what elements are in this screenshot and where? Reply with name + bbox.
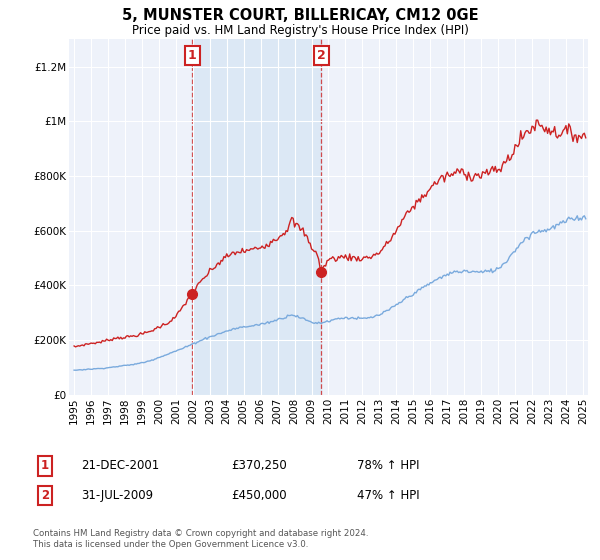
Text: Contains HM Land Registry data © Crown copyright and database right 2024.
This d: Contains HM Land Registry data © Crown c… bbox=[33, 529, 368, 549]
Bar bbox=[193, 39, 322, 395]
Text: 78% ↑ HPI: 78% ↑ HPI bbox=[357, 459, 419, 473]
Text: 1: 1 bbox=[188, 49, 197, 62]
Text: 1: 1 bbox=[41, 459, 49, 473]
Text: 21-DEC-2001: 21-DEC-2001 bbox=[81, 459, 159, 473]
Text: Price paid vs. HM Land Registry's House Price Index (HPI): Price paid vs. HM Land Registry's House … bbox=[131, 24, 469, 36]
Text: 31-JUL-2009: 31-JUL-2009 bbox=[81, 489, 153, 502]
Text: £450,000: £450,000 bbox=[231, 489, 287, 502]
Text: 2: 2 bbox=[41, 489, 49, 502]
Text: 47% ↑ HPI: 47% ↑ HPI bbox=[357, 489, 419, 502]
Text: 5, MUNSTER COURT, BILLERICAY, CM12 0GE: 5, MUNSTER COURT, BILLERICAY, CM12 0GE bbox=[122, 8, 478, 24]
Text: £370,250: £370,250 bbox=[231, 459, 287, 473]
Text: 2: 2 bbox=[317, 49, 326, 62]
